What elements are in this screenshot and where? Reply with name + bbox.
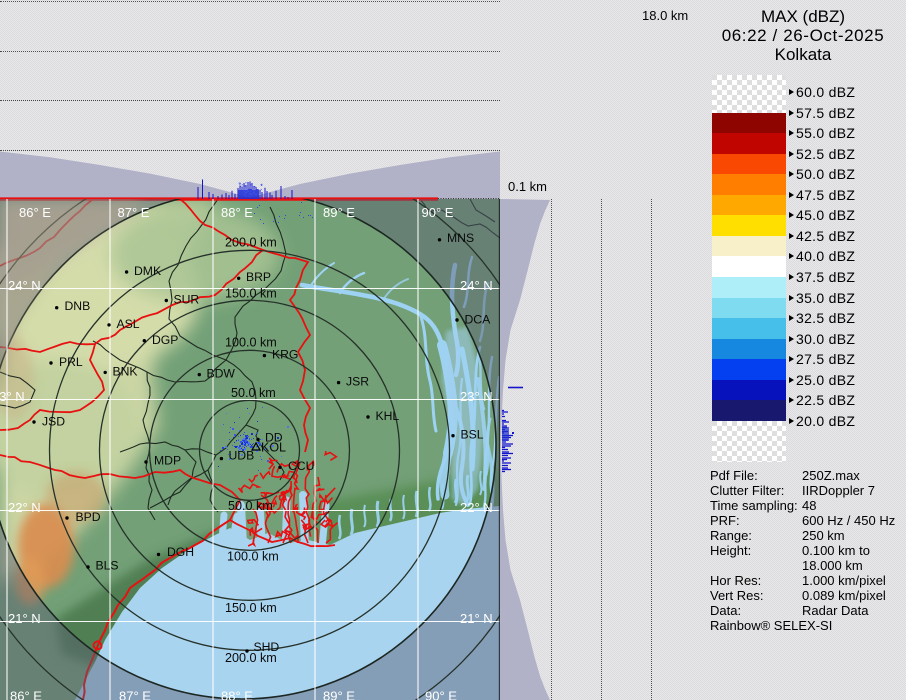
svg-text:86° E: 86° E: [19, 205, 51, 220]
svg-text:100.0 km: 100.0 km: [227, 549, 279, 563]
svg-text:DGH: DGH: [167, 545, 194, 559]
svg-text:23° N: 23° N: [460, 389, 493, 404]
svg-text:22° N: 22° N: [8, 500, 41, 515]
svg-text:JSR: JSR: [346, 375, 369, 389]
svg-text:BRP: BRP: [246, 270, 271, 284]
svg-text:SHD: SHD: [254, 640, 280, 654]
svg-text:100.0 km: 100.0 km: [225, 335, 277, 349]
svg-text:87° E: 87° E: [119, 689, 151, 700]
svg-text:50.0 km: 50.0 km: [228, 499, 273, 513]
svg-text:150.0 km: 150.0 km: [225, 601, 277, 615]
svg-text:23° N: 23° N: [0, 389, 25, 404]
svg-text:24° N: 24° N: [8, 278, 41, 293]
svg-text:22° N: 22° N: [460, 500, 493, 515]
svg-text:BPD: BPD: [76, 510, 101, 524]
svg-text:DCA: DCA: [465, 313, 492, 327]
svg-text:DGP: DGP: [152, 333, 178, 347]
svg-text:CCU: CCU: [288, 459, 314, 473]
svg-text:MDP: MDP: [154, 454, 181, 468]
svg-text:SUR: SUR: [174, 293, 200, 307]
svg-text:BSL: BSL: [461, 428, 484, 442]
svg-text:21° N: 21° N: [8, 611, 41, 626]
svg-text:BNK: BNK: [113, 365, 138, 379]
svg-text:DNB: DNB: [65, 299, 91, 313]
svg-text:KHL: KHL: [376, 409, 400, 423]
svg-text:DMK: DMK: [134, 264, 161, 278]
svg-text:21° N: 21° N: [460, 611, 493, 626]
svg-text:BLS: BLS: [96, 558, 119, 572]
svg-text:KRG: KRG: [272, 348, 298, 362]
svg-text:87° E: 87° E: [118, 205, 150, 220]
svg-text:24° N: 24° N: [460, 278, 493, 293]
svg-text:88° E: 88° E: [221, 205, 253, 220]
svg-text:88° E: 88° E: [221, 689, 253, 700]
svg-text:50.0 km: 50.0 km: [231, 386, 276, 400]
svg-text:UDB: UDB: [229, 449, 255, 463]
svg-text:89° E: 89° E: [323, 689, 355, 700]
svg-text:90° E: 90° E: [422, 205, 454, 220]
svg-text:200.0 km: 200.0 km: [225, 651, 277, 665]
svg-text:ASL: ASL: [117, 317, 140, 331]
svg-text:PRL: PRL: [59, 355, 83, 369]
svg-text:89° E: 89° E: [323, 205, 355, 220]
svg-text:90° E: 90° E: [425, 689, 457, 700]
svg-text:MNS: MNS: [447, 231, 474, 245]
svg-text:JSD: JSD: [42, 415, 65, 429]
svg-text:86° E: 86° E: [10, 689, 42, 700]
svg-text:KOL: KOL: [261, 441, 286, 455]
svg-text:BDW: BDW: [207, 367, 236, 381]
svg-text:DD: DD: [265, 430, 283, 444]
svg-text:150.0 km: 150.0 km: [225, 286, 277, 300]
svg-text:200.0 km: 200.0 km: [225, 236, 277, 250]
